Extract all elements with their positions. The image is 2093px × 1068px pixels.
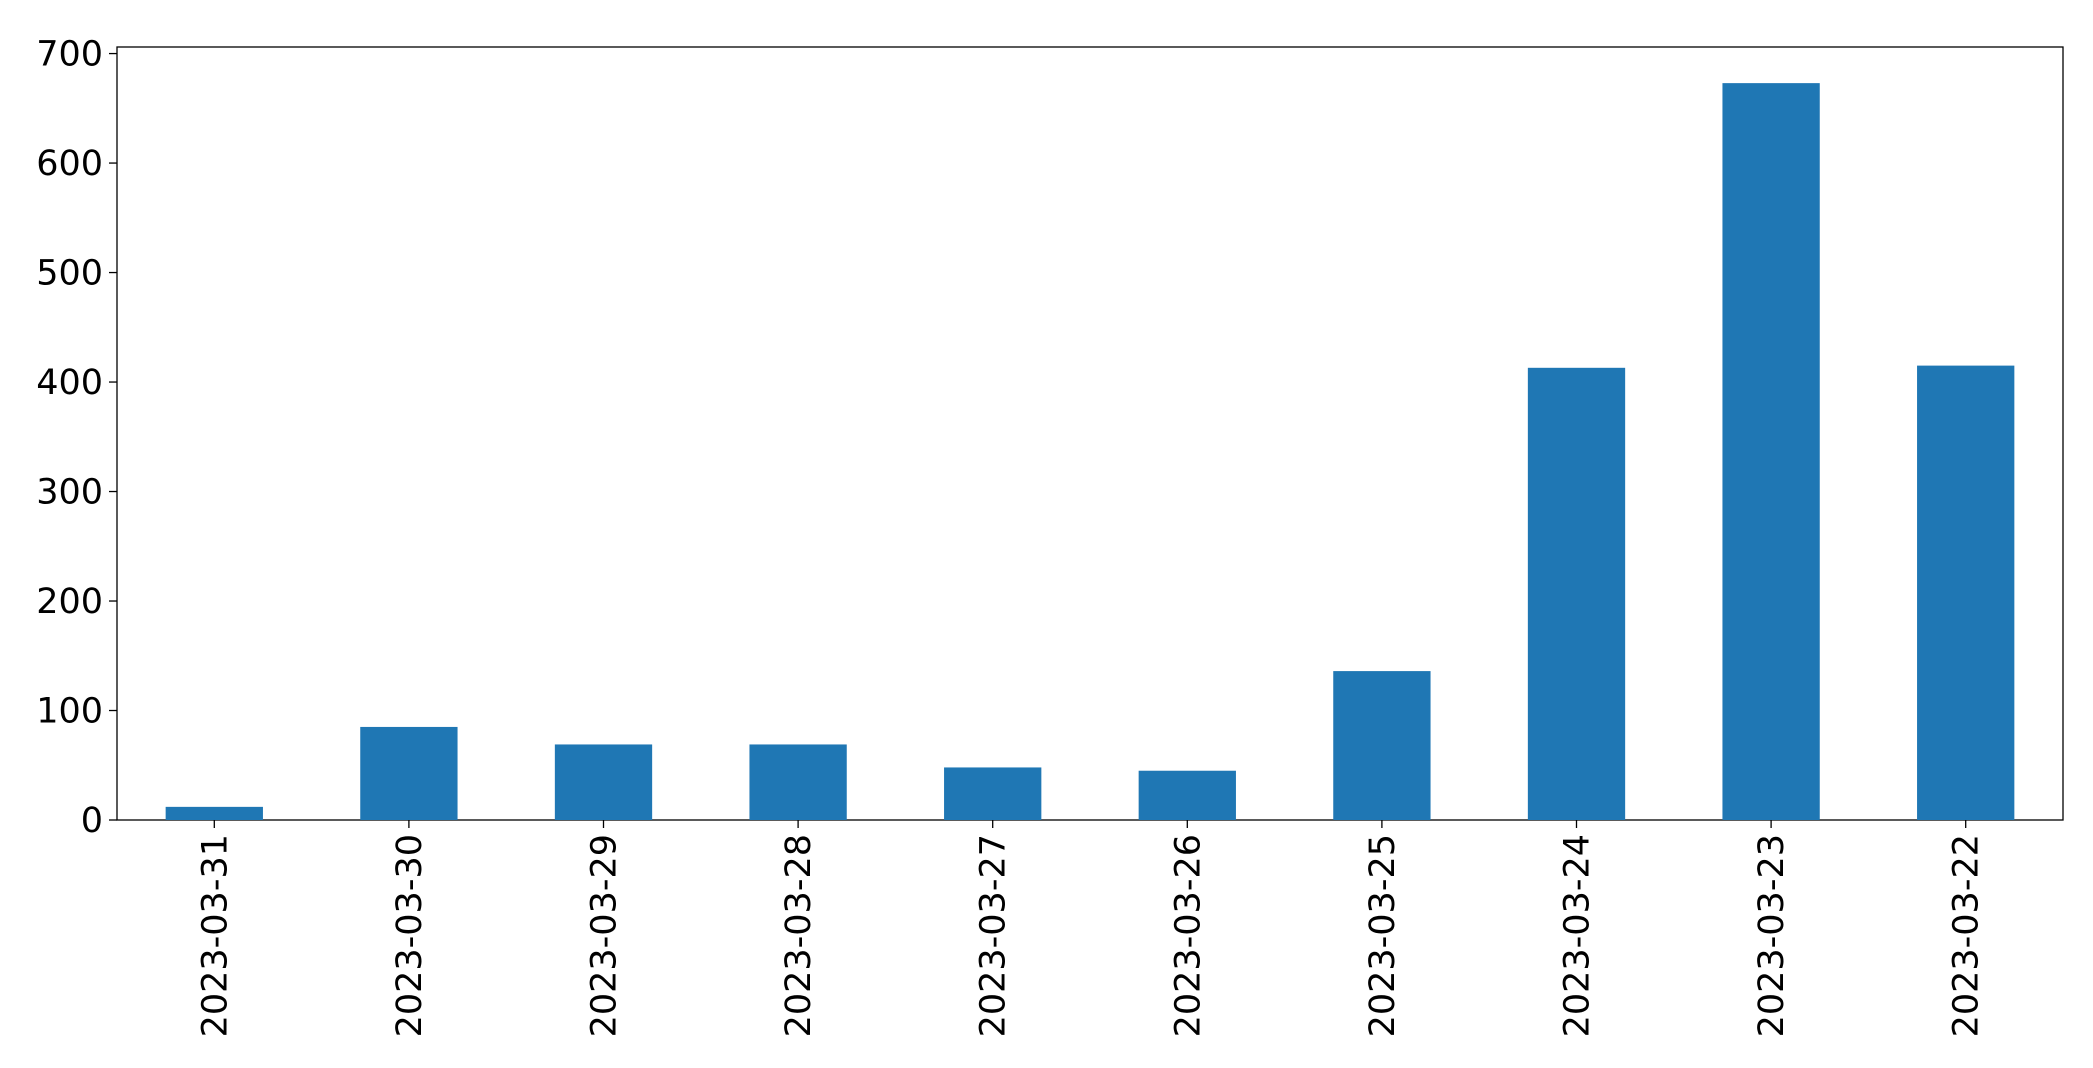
x-tick-label: 2023-03-26 [1168,834,1208,1037]
y-tick-label: 100 [36,692,103,732]
y-tick-label: 300 [36,473,103,513]
bar [360,726,458,820]
y-tick-label: 0 [81,801,103,841]
plot-frame [116,46,2064,821]
bar [1527,367,1626,820]
x-tick-label: 2023-03-22 [1947,834,1987,1037]
bar [554,744,653,820]
bar [944,767,1042,820]
y-tick-label: 400 [36,363,103,403]
bar [1138,770,1236,820]
y-tick-label: 600 [36,144,103,184]
bar [749,744,847,820]
bar [1722,83,1820,821]
x-tick-label: 2023-03-23 [1752,834,1792,1037]
bar [1333,671,1431,820]
x-tick-label: 2023-03-27 [974,834,1014,1037]
x-tick-label: 2023-03-28 [779,834,819,1037]
x-tick-label: 2023-03-29 [585,834,625,1037]
x-tick-label: 2023-03-31 [195,834,235,1037]
y-tick-label: 500 [36,254,103,294]
y-tick-label: 200 [36,582,103,622]
x-tick-label: 2023-03-24 [1558,834,1598,1037]
x-tick-label: 2023-03-30 [390,834,430,1037]
bar [1917,365,2015,820]
bar [165,806,263,820]
y-tick-label: 700 [36,35,103,75]
x-tick-label: 2023-03-25 [1363,834,1403,1037]
